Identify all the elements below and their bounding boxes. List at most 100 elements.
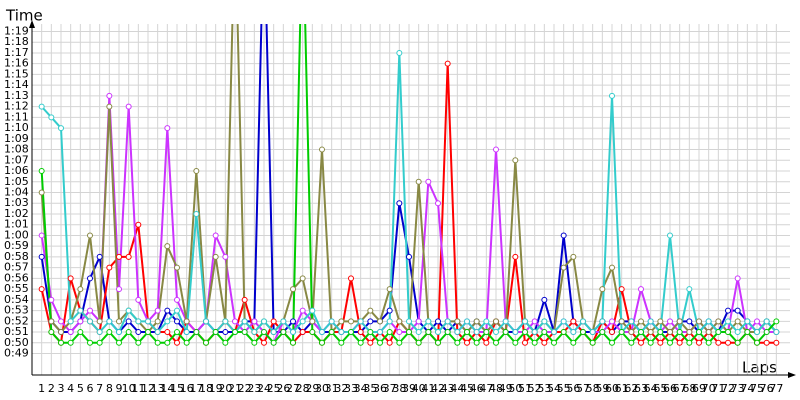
x-tick-label: 9 xyxy=(116,382,123,395)
y-tick-label: 0:50 xyxy=(4,336,29,349)
x-tick-label: 37 xyxy=(383,382,397,395)
data-point xyxy=(261,318,267,325)
data-point xyxy=(435,329,441,336)
data-point xyxy=(763,318,770,325)
data-point xyxy=(444,329,451,336)
data-point xyxy=(415,329,422,336)
x-tick-label: 42 xyxy=(431,382,445,395)
x-tick-label: 72 xyxy=(721,382,735,395)
data-point xyxy=(705,318,712,325)
data-point xyxy=(657,318,664,325)
data-point xyxy=(290,318,296,325)
data-point xyxy=(232,318,238,325)
x-tick-label: 30 xyxy=(315,382,329,395)
data-point xyxy=(328,329,335,336)
data-point xyxy=(599,318,606,325)
y-axis-arrow xyxy=(29,20,35,28)
data-point xyxy=(38,168,45,175)
data-point xyxy=(763,339,770,346)
data-point xyxy=(531,339,538,346)
data-point xyxy=(628,329,635,336)
data-point xyxy=(754,329,760,336)
data-point xyxy=(638,329,644,336)
data-point xyxy=(454,318,461,325)
data-point xyxy=(203,339,209,346)
data-point xyxy=(87,318,93,325)
data-point xyxy=(348,318,354,325)
data-point xyxy=(560,329,567,336)
data-point xyxy=(618,318,625,325)
data-point xyxy=(560,264,567,271)
data-point xyxy=(483,318,490,325)
data-point xyxy=(676,318,683,325)
data-point xyxy=(435,318,441,325)
data-point xyxy=(628,339,635,346)
data-point xyxy=(145,318,151,325)
data-point xyxy=(241,329,248,336)
data-point xyxy=(464,329,470,336)
data-point xyxy=(135,318,142,325)
x-tick-label: 48 xyxy=(489,382,503,395)
data-point xyxy=(222,329,229,336)
x-tick-label: 69 xyxy=(692,382,706,395)
x-tick-label: 4 xyxy=(67,382,74,395)
x-tick-label: 29 xyxy=(305,382,319,395)
y-tick-label: 0:54 xyxy=(4,293,29,306)
x-tick-label: 19 xyxy=(209,382,223,395)
data-point xyxy=(38,103,45,110)
data-point xyxy=(415,318,422,325)
data-point xyxy=(396,329,403,336)
x-tick-label: 64 xyxy=(644,382,658,395)
x-tick-label: 15 xyxy=(170,382,184,395)
x-tick-label: 14 xyxy=(160,382,174,395)
data-point xyxy=(135,329,142,336)
data-point xyxy=(696,318,702,325)
data-point xyxy=(473,339,480,346)
x-tick-label: 66 xyxy=(663,382,677,395)
data-point xyxy=(657,329,664,336)
data-point xyxy=(261,329,267,336)
data-point xyxy=(667,329,673,336)
x-tick-label: 57 xyxy=(576,382,590,395)
data-point xyxy=(580,318,586,325)
data-point xyxy=(174,339,180,346)
data-point xyxy=(425,178,432,185)
data-point xyxy=(444,60,451,67)
y-tick-label: 1:06 xyxy=(4,164,29,177)
data-point xyxy=(734,307,741,314)
data-point xyxy=(299,275,306,282)
data-point xyxy=(512,157,519,164)
data-point xyxy=(464,318,470,325)
data-point xyxy=(251,329,258,336)
data-point xyxy=(715,329,722,336)
data-point xyxy=(560,232,567,239)
x-tick-label: 11 xyxy=(131,382,145,395)
data-point xyxy=(154,339,161,346)
data-point xyxy=(415,178,422,185)
x-tick-label: 32 xyxy=(334,382,348,395)
x-tick-label: 54 xyxy=(547,382,561,395)
data-point xyxy=(154,329,161,336)
data-point xyxy=(541,339,548,346)
data-point xyxy=(270,318,277,325)
data-point xyxy=(647,318,654,325)
data-point xyxy=(96,339,103,346)
data-point xyxy=(357,318,364,325)
data-point xyxy=(377,339,383,346)
data-point xyxy=(686,318,693,325)
data-point xyxy=(125,253,132,260)
data-point xyxy=(425,318,432,325)
data-point xyxy=(212,329,219,336)
x-tick-label: 59 xyxy=(595,382,609,395)
x-tick-label: 58 xyxy=(586,382,600,395)
data-point xyxy=(696,339,702,346)
y-tick-label: 1:18 xyxy=(4,35,29,48)
x-tick-label: 74 xyxy=(740,382,754,395)
data-point xyxy=(87,232,93,239)
data-point xyxy=(638,286,644,293)
data-point xyxy=(618,329,625,336)
x-tick-label: 27 xyxy=(286,382,300,395)
x-tick-label: 24 xyxy=(257,382,271,395)
data-point xyxy=(58,339,64,346)
data-point xyxy=(386,318,393,325)
